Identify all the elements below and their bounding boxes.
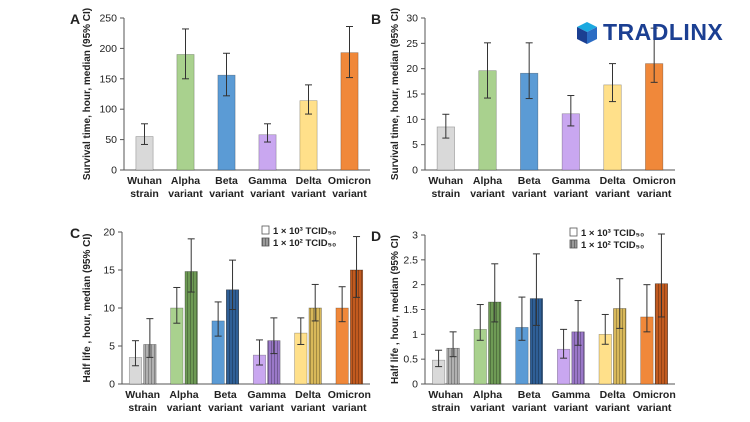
chart-panel-d: D 0 0.5 1 1.5 2 2.5 3 Half life , hour, median (…: [371, 227, 676, 414]
x-tick-label: variant: [595, 402, 630, 414]
x-tick-label: Beta: [214, 389, 237, 401]
logo-text: TRADLINX: [603, 19, 724, 45]
y-tick-label: 3: [412, 230, 418, 242]
y-tick-label: 0.5: [403, 354, 418, 366]
legend-label: 1 × 10³ TCID₅₀: [273, 226, 336, 237]
y-tick-label: 50: [105, 134, 117, 146]
x-tick-label: Alpha: [473, 389, 502, 401]
y-tick-label: 10: [406, 114, 418, 126]
y-axis-label: Survival time, hour, median (95% CI): [390, 8, 401, 180]
x-tick-label: Wuhan: [127, 175, 162, 187]
chart-panel-b: B 0 5 10 15 20 25 30 Survival time, hour, median…: [371, 8, 676, 200]
x-tick-label: Delta: [296, 175, 322, 187]
x-tick-label: Alpha: [169, 389, 198, 401]
x-tick-label: Beta: [518, 389, 541, 401]
x-tick-label: variant: [595, 188, 630, 200]
chart-panel-a: A 0 50 100 150 200 250 Survival time, hour, med…: [70, 8, 371, 200]
y-tick-label: 20: [103, 227, 115, 239]
chart-panel-c: C 0 5 10 15 20 Half life , hour, median (95% C…: [70, 225, 371, 414]
y-tick-label: 0: [412, 379, 418, 391]
x-tick-label: variant: [167, 402, 202, 414]
y-tick-label: 0: [111, 165, 117, 177]
x-tick-label: Wuhan: [125, 389, 160, 401]
x-tick-label: Gamma: [248, 175, 287, 187]
x-tick-label: Alpha: [473, 175, 502, 187]
y-tick-label: 150: [99, 73, 117, 85]
y-tick-label: 1.5: [403, 304, 418, 316]
panel-letter: C: [70, 225, 80, 241]
x-tick-label: Delta: [600, 389, 626, 401]
x-tick-label: Wuhan: [428, 389, 463, 401]
x-tick-label: variant: [291, 402, 326, 414]
y-tick-label: 30: [406, 13, 418, 25]
y-tick-label: 2: [412, 279, 418, 291]
x-tick-label: variant: [291, 188, 326, 200]
legend-swatch: [261, 237, 270, 247]
x-tick-label: Beta: [215, 175, 238, 187]
y-tick-label: 5: [412, 139, 418, 151]
x-tick-label: strain: [130, 188, 159, 200]
x-tick-label: Delta: [295, 389, 321, 401]
x-tick-label: variant: [332, 402, 367, 414]
y-axis-label: Survival time, hour, median (95% CI): [82, 8, 93, 180]
y-tick-label: 0: [109, 379, 115, 391]
y-tick-label: 25: [406, 38, 418, 50]
x-tick-label: Omicron: [328, 175, 371, 187]
y-axis-label: Half life , hour, median (95% CI): [390, 235, 401, 384]
x-tick-label: Alpha: [171, 175, 200, 187]
x-tick-label: variant: [637, 402, 672, 414]
x-tick-label: Wuhan: [428, 175, 463, 187]
y-tick-label: 1: [412, 329, 418, 341]
y-tick-label: 200: [99, 43, 117, 55]
x-tick-label: Delta: [600, 175, 626, 187]
y-tick-label: 15: [406, 89, 418, 101]
x-tick-label: Omicron: [633, 389, 676, 401]
y-tick-label: 10: [103, 303, 115, 315]
x-tick-label: Beta: [518, 175, 541, 187]
x-tick-label: variant: [554, 188, 589, 200]
y-tick-label: 100: [99, 104, 117, 116]
x-tick-label: variant: [209, 188, 244, 200]
x-tick-label: variant: [208, 402, 243, 414]
y-tick-label: 5: [109, 341, 115, 353]
x-tick-label: variant: [168, 188, 203, 200]
x-tick-label: strain: [432, 188, 461, 200]
x-tick-label: strain: [128, 402, 157, 414]
x-tick-label: Omicron: [328, 389, 371, 401]
x-tick-label: variant: [554, 402, 589, 414]
legend-swatch: [569, 239, 578, 249]
x-tick-label: variant: [470, 188, 505, 200]
x-tick-label: variant: [512, 188, 547, 200]
x-tick-label: variant: [470, 402, 505, 414]
panel-letter: B: [371, 11, 381, 27]
x-tick-label: Gamma: [247, 389, 286, 401]
panel-letter: D: [371, 228, 381, 244]
x-tick-label: variant: [332, 188, 367, 200]
x-tick-label: variant: [249, 402, 284, 414]
legend-label: 1 × 10² TCID₅₀: [273, 238, 336, 249]
legend-swatch: [261, 225, 270, 235]
x-tick-label: strain: [432, 402, 461, 414]
tradlinx-logo: TRADLINX: [575, 19, 723, 46]
y-tick-label: 15: [103, 265, 115, 277]
y-tick-label: 0: [412, 165, 418, 177]
legend-label: 1 × 10³ TCID₅₀: [581, 228, 644, 239]
x-tick-label: Gamma: [552, 389, 591, 401]
x-tick-label: Gamma: [552, 175, 591, 187]
y-tick-label: 250: [99, 13, 117, 25]
y-tick-label: 20: [406, 63, 418, 75]
cube-logo-icon: [577, 21, 597, 44]
y-axis-label: Half life , hour, median (95% CI): [82, 234, 93, 383]
x-tick-label: variant: [512, 402, 547, 414]
legend-swatch: [569, 227, 578, 237]
legend-label: 1 × 10² TCID₅₀: [581, 240, 644, 251]
x-tick-label: variant: [250, 188, 285, 200]
x-tick-label: variant: [637, 188, 672, 200]
y-tick-label: 2.5: [403, 254, 418, 266]
panel-letter: A: [70, 11, 80, 27]
x-tick-label: Omicron: [633, 175, 676, 187]
